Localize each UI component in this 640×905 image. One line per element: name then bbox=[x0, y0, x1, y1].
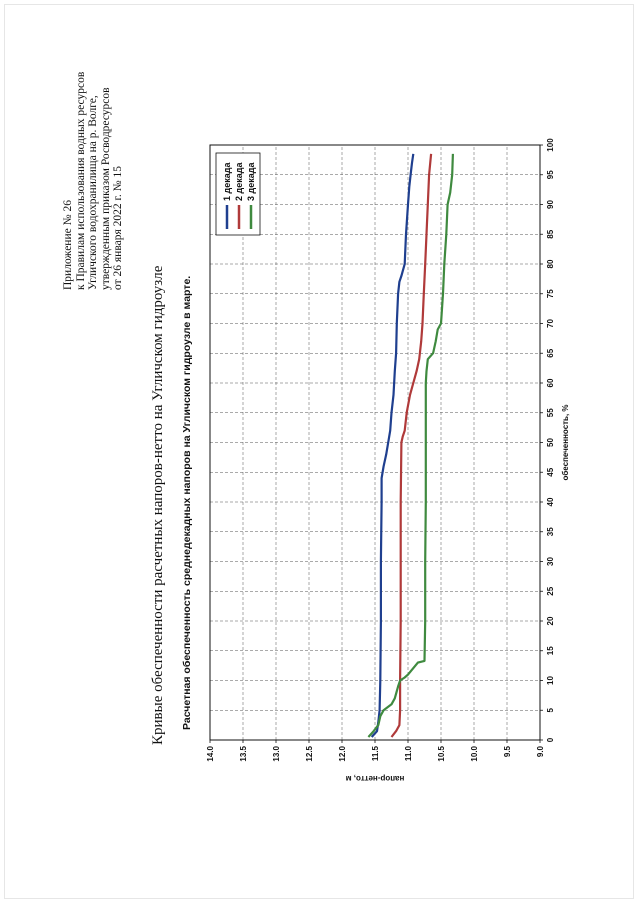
y-tick-label: 13.0 bbox=[272, 745, 281, 761]
x-tick-label: 75 bbox=[546, 289, 555, 298]
x-tick-label: 60 bbox=[546, 378, 555, 387]
x-tick-label: 65 bbox=[546, 348, 555, 357]
y-tick-label: 11.5 bbox=[371, 745, 380, 761]
y-tick-label: 10.0 bbox=[470, 745, 479, 761]
chart-title: Расчетная обеспеченность среднедекадных … bbox=[181, 276, 193, 730]
y-tick-label: 14.0 bbox=[206, 745, 215, 761]
legend-label: 3 декада bbox=[246, 162, 256, 201]
y-tick-label: 12.0 bbox=[338, 745, 347, 761]
series-line bbox=[367, 153, 454, 738]
x-tick-label: 20 bbox=[546, 616, 555, 625]
x-tick-label: 70 bbox=[546, 319, 555, 328]
x-tick-label: 50 bbox=[546, 438, 555, 447]
y-tick-label: 10.5 bbox=[437, 745, 446, 761]
y-tick-label: 9.5 bbox=[503, 745, 512, 757]
x-tick-label: 100 bbox=[546, 138, 555, 152]
y-tick-label: 9.0 bbox=[536, 745, 545, 757]
x-tick-label: 80 bbox=[546, 259, 555, 268]
x-tick-label: 45 bbox=[546, 467, 555, 476]
y-axis-label: напор-нетто, м bbox=[346, 774, 405, 783]
x-tick-label: 85 bbox=[546, 229, 555, 238]
x-tick-label: 25 bbox=[546, 586, 555, 595]
y-tick-label: 12.5 bbox=[305, 745, 314, 761]
series-line bbox=[370, 153, 415, 738]
y-tick-label: 13.5 bbox=[239, 745, 248, 761]
x-tick-label: 40 bbox=[546, 497, 555, 506]
x-axis-label: обеспеченность, % bbox=[561, 404, 570, 480]
legend-label: 1 декада bbox=[222, 162, 232, 201]
x-tick-label: 90 bbox=[546, 200, 555, 209]
x-tick-label: 10 bbox=[546, 676, 555, 685]
page-border bbox=[4, 4, 634, 899]
x-tick-label: 95 bbox=[546, 170, 555, 179]
x-tick-label: 5 bbox=[546, 707, 555, 712]
series-line bbox=[390, 153, 433, 738]
x-tick-label: 15 bbox=[546, 646, 555, 655]
y-tick-label: 11.0 bbox=[404, 745, 413, 761]
x-tick-label: 0 bbox=[546, 737, 555, 742]
x-tick-label: 35 bbox=[546, 527, 555, 536]
x-tick-label: 55 bbox=[546, 408, 555, 417]
legend-label: 2 декада bbox=[234, 162, 244, 201]
x-tick-label: 30 bbox=[546, 557, 555, 566]
